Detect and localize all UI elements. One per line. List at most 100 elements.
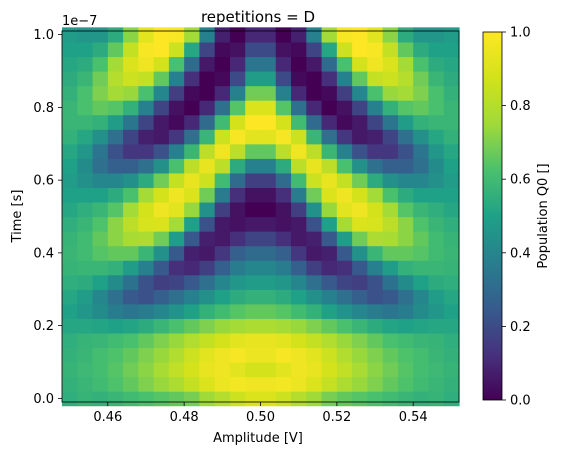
heatmap-cell <box>382 71 399 87</box>
heatmap-cell <box>443 376 460 392</box>
heatmap-cell <box>199 303 216 319</box>
heatmap-cell <box>245 332 262 349</box>
heatmap-cell <box>107 85 124 101</box>
heatmap-cell <box>397 245 414 261</box>
heatmap-cell <box>199 201 216 218</box>
heatmap-cell <box>214 274 231 290</box>
heatmap-cell <box>443 201 460 218</box>
heatmap-cell <box>352 100 368 116</box>
heatmap-cell <box>214 303 231 319</box>
heatmap-cell <box>168 376 185 392</box>
heatmap-cell <box>382 245 399 261</box>
heatmap-cell <box>184 347 201 363</box>
heatmap-cell <box>168 231 185 247</box>
heatmap-cell <box>352 274 368 290</box>
heatmap-cell <box>275 129 292 145</box>
heatmap-cell <box>321 231 338 247</box>
heatmap-cell <box>260 187 277 203</box>
heatmap-cell <box>184 303 201 319</box>
heatmap-cell <box>77 274 94 290</box>
heatmap-cell <box>367 361 384 378</box>
heatmap-cell <box>199 129 216 145</box>
heatmap-cell <box>77 318 94 334</box>
heatmap-cell <box>229 158 246 174</box>
heatmap-cell <box>138 347 155 363</box>
heatmap-cell <box>199 361 216 378</box>
heatmap-cell <box>306 332 323 349</box>
heatmap-cell <box>260 143 277 159</box>
heatmap-cell <box>260 158 277 174</box>
heatmap-cell <box>291 129 307 145</box>
heatmap-cell <box>184 71 201 87</box>
heatmap-cell <box>275 216 292 232</box>
heatmap-cell <box>107 27 124 43</box>
heatmap-cell <box>245 100 262 116</box>
heatmap-cell <box>336 172 353 188</box>
heatmap-cell <box>92 41 109 58</box>
heatmap-cell <box>138 172 155 188</box>
x-tick-label: 0.52 <box>322 410 351 425</box>
heatmap-cell <box>397 274 414 290</box>
heatmap-cell <box>62 187 78 203</box>
heatmap-cell <box>306 172 323 188</box>
heatmap-cell <box>184 201 201 218</box>
colorbar-label: Population Q0 [] <box>536 163 551 268</box>
heatmap-cell <box>260 71 277 87</box>
heatmap-cell <box>229 114 246 130</box>
heatmap-cell <box>291 56 307 72</box>
heatmap-cell <box>382 114 399 130</box>
heatmap-cell <box>153 391 170 407</box>
heatmap-cell <box>107 318 124 334</box>
heatmap-cell <box>153 303 170 319</box>
heatmap-cell <box>397 158 414 174</box>
heatmap-cell <box>306 289 323 305</box>
heatmap-cell <box>168 114 185 130</box>
heatmap-cell <box>382 172 399 188</box>
heatmap-cell <box>153 260 170 276</box>
heatmap-cell <box>199 318 216 334</box>
heatmap-cell <box>321 376 338 392</box>
heatmap-cell <box>443 27 460 43</box>
heatmap-cell <box>367 71 384 87</box>
heatmap-cell <box>382 27 399 43</box>
heatmap-cell <box>245 318 262 334</box>
heatmap-cell <box>123 158 139 174</box>
heatmap-cell <box>245 245 262 261</box>
heatmap-cell <box>321 274 338 290</box>
heatmap-cell <box>168 85 185 101</box>
heatmap-cell <box>428 114 445 130</box>
heatmap-cell <box>245 216 262 232</box>
heatmap-cell <box>382 216 399 232</box>
heatmap-cell <box>123 347 139 363</box>
heatmap-cell <box>443 129 460 145</box>
heatmap-cell <box>62 41 78 58</box>
heatmap-cell <box>62 274 78 290</box>
heatmap-cell <box>229 216 246 232</box>
heatmap-cell <box>123 100 139 116</box>
heatmap-cell <box>413 27 430 43</box>
heatmap-cell <box>138 85 155 101</box>
heatmap-cell <box>245 41 262 58</box>
heatmap-cell <box>413 56 430 72</box>
heatmap-cell <box>306 391 323 407</box>
heatmap-cell <box>245 303 262 319</box>
heatmap-cell <box>214 245 231 261</box>
heatmap-cell <box>382 41 399 58</box>
heatmap-cell <box>291 172 307 188</box>
heatmap-cell <box>275 56 292 72</box>
heatmap-cell <box>336 376 353 392</box>
heatmap-cell <box>443 187 460 203</box>
heatmap-cell <box>336 129 353 145</box>
heatmap-cell <box>245 129 262 145</box>
heatmap-cell <box>229 231 246 247</box>
heatmap-cell <box>214 332 231 349</box>
y-tick-label: 0.2 <box>33 319 54 334</box>
heatmap-cell <box>168 318 185 334</box>
heatmap-cell <box>229 303 246 319</box>
heatmap-cell <box>367 274 384 290</box>
heatmap-cell <box>413 303 430 319</box>
heatmap-cell <box>77 172 94 188</box>
heatmap-cell <box>92 245 109 261</box>
heatmap-cell <box>367 56 384 72</box>
